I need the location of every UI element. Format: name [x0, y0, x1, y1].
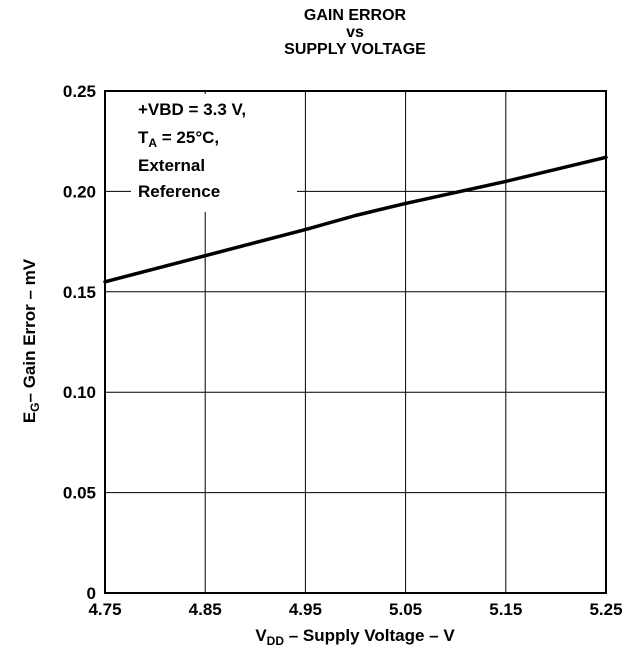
y-axis-label-subscript: G	[28, 402, 42, 412]
x-axis-label: VDD – Supply Voltage – V	[105, 626, 605, 648]
legend-line-vbd: +VBD = 3.3 V,	[138, 100, 247, 119]
y-tick-label: 0.05	[63, 484, 96, 503]
legend-line-reference: Reference	[138, 182, 221, 201]
chart-title-line-1: GAIN ERROR	[303, 7, 407, 24]
y-tick-label: 0.15	[63, 283, 96, 302]
y-axis-label-text: – Gain Error – mV	[20, 258, 39, 403]
legend-temp-value: = 25°C,	[157, 128, 220, 147]
chart-title-line-3: SUPPLY VOLTAGE	[284, 41, 426, 58]
y-tick-label: 0.25	[63, 82, 96, 101]
y-tick-label: 0.10	[63, 383, 96, 402]
x-tick-label: 4.85	[189, 600, 222, 619]
y-tick-label: 0.20	[63, 182, 96, 201]
plot-frame	[104, 90, 607, 594]
series-line	[103, 155, 608, 284]
x-tick-label: 5.05	[389, 600, 422, 619]
x-tick-label: 4.75	[88, 600, 121, 619]
x-axis-label-text: – Supply Voltage – V	[284, 626, 455, 645]
x-tick-label: 5.25	[589, 600, 622, 619]
legend: +VBD = 3.3 V, TA = 25°C, External Refere…	[131, 94, 297, 212]
y-axis-label: EG– Gain Error – mV	[20, 258, 42, 424]
x-tick-label: 4.95	[289, 600, 322, 619]
x-axis-label-subscript: DD	[266, 634, 284, 648]
y-axis-label-symbol: E	[20, 411, 39, 424]
chart-title-line-2: vs	[346, 24, 364, 41]
legend-line-temperature: TA = 25°C,	[138, 128, 220, 150]
x-tick-label: 5.15	[489, 600, 522, 619]
x-axis-label-symbol: V	[255, 626, 267, 645]
y-tick-label: 0	[87, 584, 96, 603]
legend-line-external: External	[138, 156, 206, 175]
legend-temp-subscript: A	[148, 136, 158, 150]
legend-temp-symbol: T	[138, 128, 149, 147]
